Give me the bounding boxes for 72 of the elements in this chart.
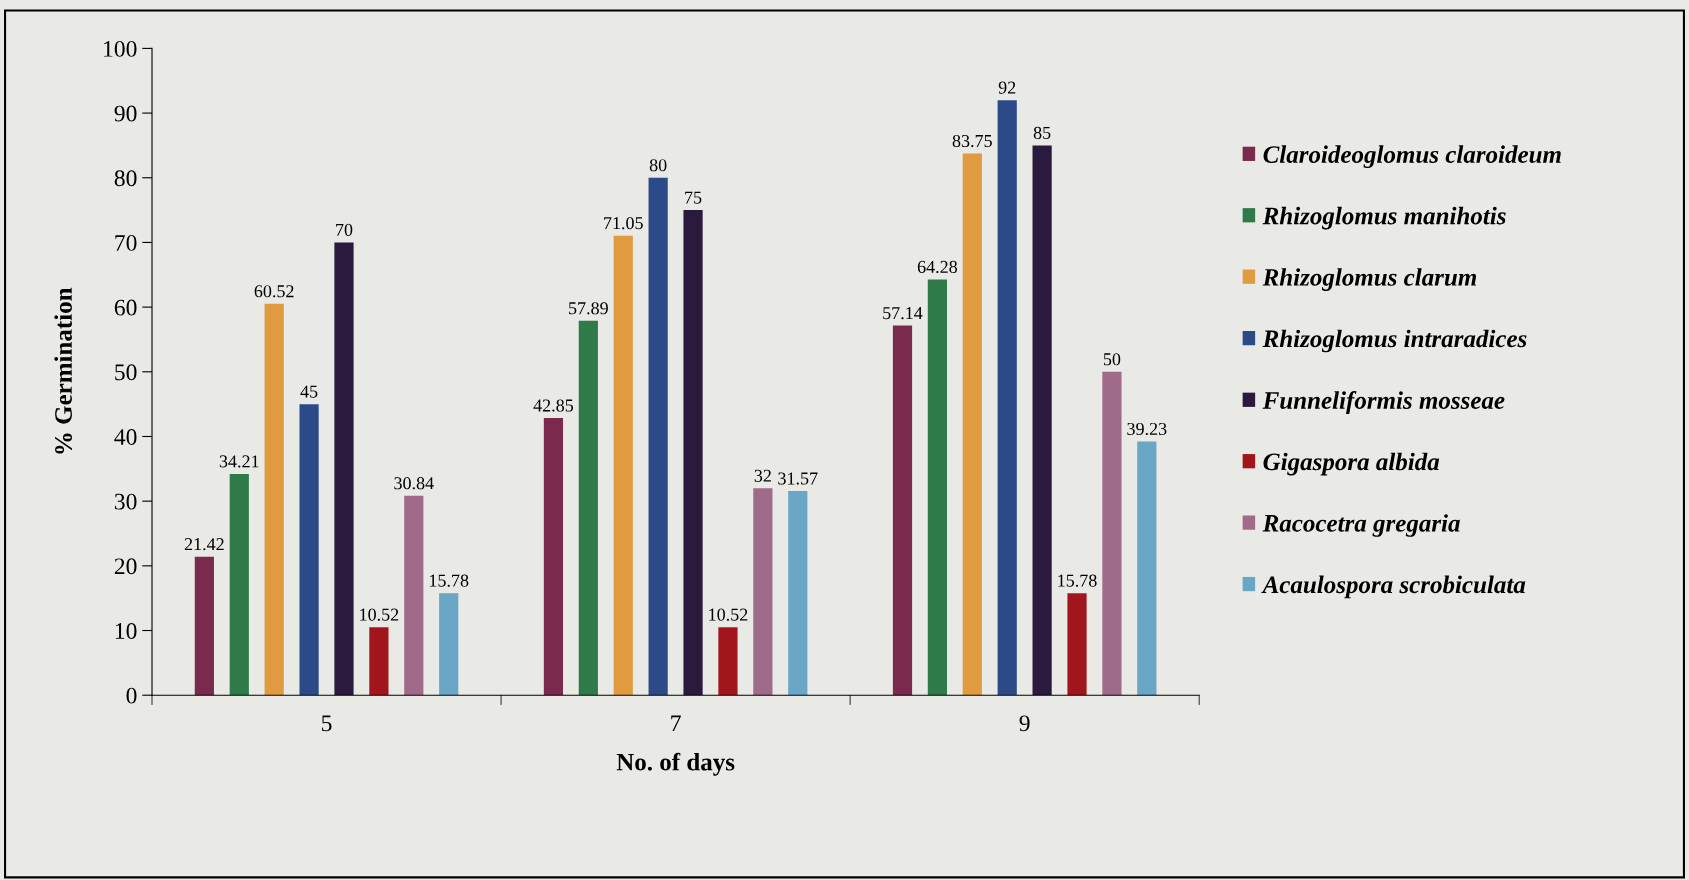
bar xyxy=(997,100,1017,696)
bar xyxy=(1102,371,1122,696)
data-label: 60.52 xyxy=(254,285,294,298)
bar xyxy=(892,325,913,696)
x-tick-label: 5 xyxy=(322,715,332,732)
legend-label: Acaulospora scrobiculata xyxy=(1261,575,1526,599)
legend-label: Funneliformis mosseae xyxy=(1262,391,1505,414)
bar xyxy=(229,473,249,696)
data-label: 39.23 xyxy=(1127,422,1167,436)
data-label: 70 xyxy=(336,223,353,236)
bar xyxy=(369,627,389,696)
data-label: 92 xyxy=(998,81,1016,94)
data-label: 32 xyxy=(754,469,771,482)
data-label: 57.89 xyxy=(569,302,608,315)
bar xyxy=(648,177,668,696)
data-label: 10.52 xyxy=(360,608,399,621)
data-label: 85 xyxy=(1033,126,1051,139)
data-label: 42.85 xyxy=(533,399,574,412)
y-tick-label: 30 xyxy=(114,493,137,510)
legend-label: Rhizoglomus intraradices xyxy=(1262,329,1527,353)
bar xyxy=(1137,441,1157,696)
bar xyxy=(264,303,284,696)
x-tick-label: 7 xyxy=(671,715,681,732)
bar xyxy=(753,488,773,696)
data-label: 64.28 xyxy=(917,260,958,274)
y-tick-label: 40 xyxy=(114,428,137,445)
bar xyxy=(578,320,598,696)
x-tick-label: 9 xyxy=(1019,715,1030,732)
y-axis-title: % Germination xyxy=(54,287,73,454)
x-axis-title: No. of days xyxy=(616,752,735,776)
data-label: 30.84 xyxy=(394,477,434,490)
bar xyxy=(1067,593,1087,696)
y-tick-label: 100 xyxy=(104,40,137,57)
bar xyxy=(543,418,564,696)
data-label: 15.78 xyxy=(429,574,469,587)
data-label: 83.75 xyxy=(952,134,992,148)
data-label: 45 xyxy=(300,385,318,398)
bar xyxy=(299,404,319,696)
legend-label: Rhizoglomus manihotis xyxy=(1262,206,1506,230)
y-tick-label: 10 xyxy=(115,623,137,639)
bar xyxy=(439,593,459,696)
data-label: 10.52 xyxy=(709,608,748,621)
y-tick-label: 70 xyxy=(115,234,137,251)
legend-label: Gigaspora albida xyxy=(1263,452,1440,476)
y-tick-label: 60 xyxy=(114,299,137,316)
data-label: 57.14 xyxy=(883,307,923,320)
bar xyxy=(962,153,982,696)
data-label: 50 xyxy=(1103,353,1121,366)
y-tick-label: 80 xyxy=(114,170,137,187)
bar xyxy=(1032,145,1052,696)
data-label: 21.42 xyxy=(184,538,224,551)
data-label: 31.57 xyxy=(778,472,818,485)
legend-label: Rhizoglomus clarum xyxy=(1262,268,1477,291)
y-tick-label: 50 xyxy=(115,364,137,381)
y-tick-label: 20 xyxy=(114,558,137,575)
bar xyxy=(718,627,738,696)
bar xyxy=(788,491,808,696)
legend-label: Claroideoglomus claroideum xyxy=(1263,145,1561,169)
y-tick-label: 0 xyxy=(126,687,137,704)
y-tick-label: 90 xyxy=(114,105,137,122)
bar xyxy=(334,242,354,696)
data-label: 71.05 xyxy=(604,217,643,230)
bar xyxy=(404,495,424,696)
bar xyxy=(194,556,214,696)
legend-label: Racocetra gregaria xyxy=(1262,514,1460,537)
data-label: 34.21 xyxy=(219,455,259,468)
data-label: 15.78 xyxy=(1058,574,1097,587)
bar xyxy=(613,235,633,696)
bar xyxy=(927,279,947,696)
bar xyxy=(683,210,703,696)
data-label: 80 xyxy=(649,159,667,172)
data-label: 75 xyxy=(685,191,702,204)
